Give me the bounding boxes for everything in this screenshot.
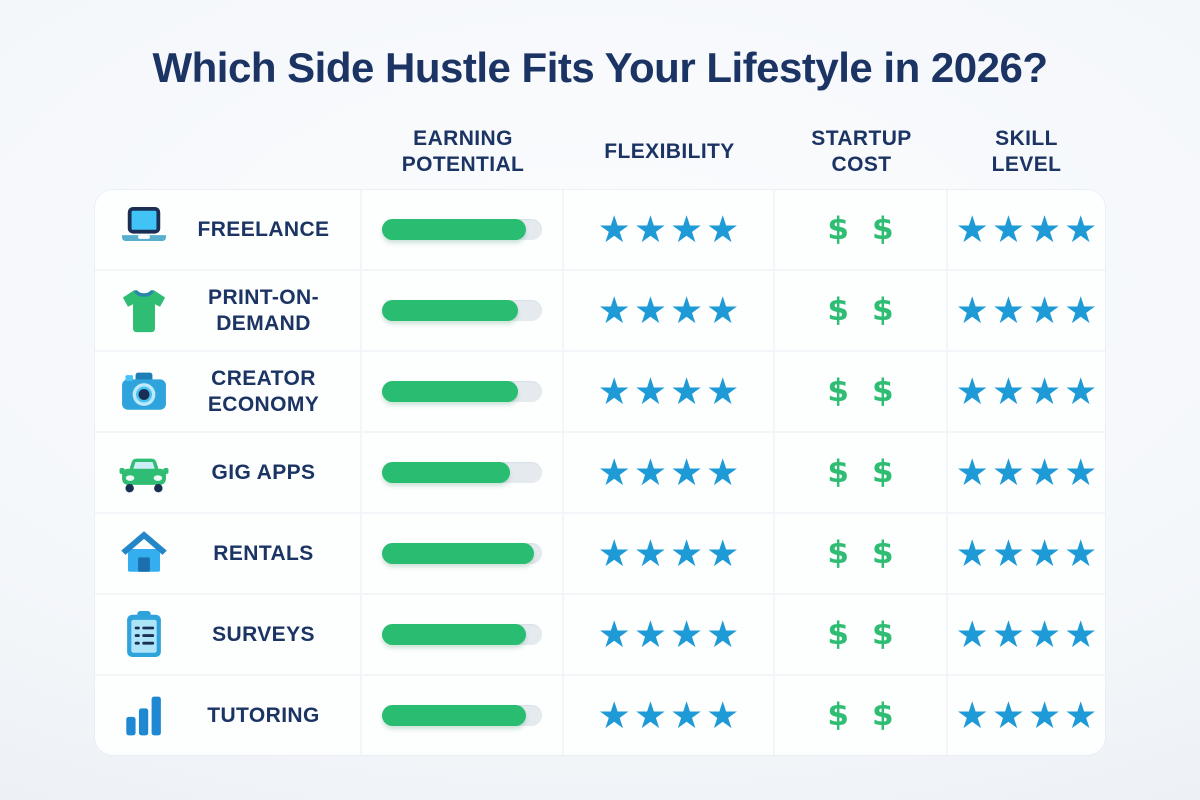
earning-bar-fill [382,543,534,564]
earning-bar-track [382,705,542,726]
earning-bar-fill [382,381,518,402]
page-title: Which Side Hustle Fits Your Lifestyle in… [152,44,1049,91]
skill-level-stars: ★★★★ [955,289,1101,332]
skill-level-stars: ★★★★ [955,694,1101,737]
skill-level-stars: ★★★★ [955,451,1101,494]
house-icon [115,525,173,583]
earning-bar-track [382,300,542,321]
startup-cost-dollars: $$ [827,535,917,571]
table-row: RENTALS ★★★★ $$ ★★★★ [95,512,1105,593]
laptop-icon [115,201,173,259]
table-row: PRINT-ON- DEMAND ★★★★ $$ ★★★★ [95,269,1105,350]
hustle-label: TUTORING [207,703,320,727]
earning-bar-track [382,543,542,564]
skill-level-stars: ★★★★ [955,370,1101,413]
header-earning-potential: EARNING POTENTIAL [401,127,525,176]
earning-bar-track [382,462,542,483]
table-row: FREELANCE ★★★★ $$ ★★★★ [95,190,1105,269]
flexibility-stars: ★★★★ [597,289,743,332]
earning-bar-fill [382,219,526,240]
earning-bar-fill [382,705,526,726]
tshirt-icon [115,282,173,340]
startup-cost-dollars: $$ [827,373,917,409]
startup-cost-dollars: $$ [827,616,917,652]
table-row: SURVEYS ★★★★ $$ ★★★★ [95,593,1105,674]
earning-bar-fill [382,462,510,483]
header-skill-level: SKILL LEVEL [991,127,1062,176]
flexibility-stars: ★★★★ [597,451,743,494]
comparison-table: FREELANCE ★★★★ $$ ★★★★ PRINT-ON- DEMAND [95,190,1105,755]
hustle-label: RENTALS [213,541,314,565]
flexibility-stars: ★★★★ [597,208,743,251]
flexibility-stars: ★★★★ [597,694,743,737]
header-side-hustle [95,116,362,188]
camera-icon [115,363,173,421]
flexibility-stars: ★★★★ [597,370,743,413]
earning-bar-track [382,219,542,240]
hustle-label: PRINT-ON- DEMAND [208,285,319,335]
flexibility-stars: ★★★★ [597,532,743,575]
earning-bar-fill [382,624,526,645]
earning-bar-track [382,381,542,402]
hustle-label: SURVEYS [212,622,315,646]
hustle-label: CREATOR ECONOMY [207,366,320,416]
skill-level-stars: ★★★★ [955,532,1101,575]
table-row: GIG APPS ★★★★ $$ ★★★★ [95,431,1105,512]
skill-level-stars: ★★★★ [955,613,1101,656]
skill-level-stars: ★★★★ [955,208,1101,251]
startup-cost-dollars: $$ [827,211,917,247]
clipboard-icon [115,606,173,664]
table-row: CREATOR ECONOMY ★★★★ $$ ★★★★ [95,350,1105,431]
header-startup-cost: STARTUP COST [811,127,912,176]
header-flexibility: FLEXIBILITY [604,140,735,164]
flexibility-stars: ★★★★ [597,613,743,656]
earning-bar-fill [382,300,518,321]
startup-cost-dollars: $$ [827,454,917,490]
hustle-label: FREELANCE [197,217,330,241]
table-header: EARNING POTENTIAL FLEXIBILITY STARTUP CO… [95,116,1105,188]
startup-cost-dollars: $$ [827,697,917,733]
earning-bar-track [382,624,542,645]
hustle-label: GIG APPS [211,460,316,484]
table-row: TUTORING ★★★★ $$ ★★★★ [95,674,1105,755]
car-icon [115,444,173,502]
bar-chart-icon [115,687,173,745]
startup-cost-dollars: $$ [827,292,917,328]
